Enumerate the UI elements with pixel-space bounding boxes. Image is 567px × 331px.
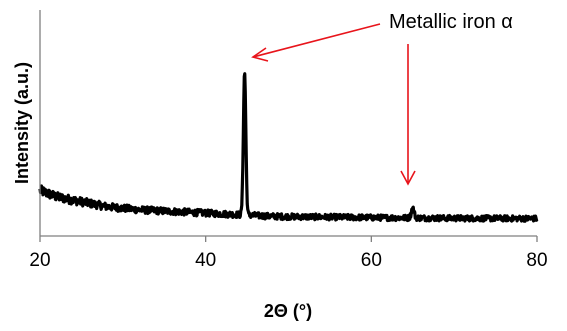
annotation-arrow-peak-2 [400,44,416,186]
x-tick-label-60: 60 [361,250,382,271]
x-tick-label-20: 20 [29,250,50,271]
arrow-1-shaft [252,23,381,58]
arrow-1-head [251,47,269,62]
arrow-2-head [400,170,416,186]
annotation-metallic-iron: Metallic iron α [389,11,513,33]
y-axis-title: Intensity (a.u.) [12,62,32,184]
x-tick-label-40: 40 [195,250,216,271]
x-axis-title: 2Θ (°) [264,301,312,321]
x-axis-ticks [39,236,538,242]
series-line-xrd-pattern [38,72,539,223]
annotation-arrow-peak-1 [251,23,381,62]
x-tick-label-80: 80 [526,250,547,271]
x-axis-tick-labels: 20 40 60 80 [29,250,547,271]
plot-area [38,72,539,223]
